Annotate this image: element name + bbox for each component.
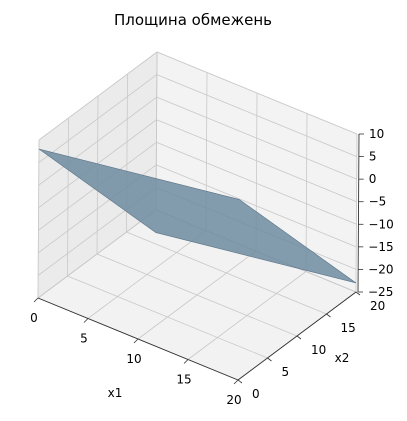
x-axis-label: x1 [108,386,123,400]
x2-tick-mark [356,292,360,295]
x3-tick-label: 0 [369,172,377,186]
x3-tick-label: −5 [369,195,387,209]
x2-tick-label: 5 [282,365,290,379]
x3-tick-label: 5 [369,150,377,164]
x1-tick-label: 10 [126,352,141,366]
x1-tick-mark [234,380,238,384]
x3-tick-label: −15 [368,240,393,254]
x1-tick-mark [184,360,188,364]
x3-tick-label: −20 [368,262,393,276]
y-axis-label: x2 [335,351,350,365]
x1-tick-mark [34,298,38,302]
chart-title: Площина обмежень [114,11,272,29]
x2-tick-label: 20 [370,299,385,313]
x1-tick-label: 20 [226,393,241,407]
x2-tick-label: 0 [252,387,260,401]
x2-tick-mark [297,336,301,339]
x2-tick-mark [238,380,242,383]
x3-tick-label: −25 [368,285,393,299]
x2-tick-label: 10 [311,343,326,357]
x3-tick-label: 10 [369,127,384,141]
x2-tick-mark [327,314,331,317]
x2-tick-label: 15 [341,321,356,335]
x3-axis-line [358,134,359,292]
x1-tick-mark [84,319,88,323]
x1-tick-label: 15 [176,373,191,387]
x1-tick-label: 5 [80,332,88,346]
x1-tick-mark [134,339,138,343]
x2-tick-mark [268,358,272,361]
x3-tick-label: −10 [368,217,393,231]
x1-tick-label: 0 [30,311,38,325]
